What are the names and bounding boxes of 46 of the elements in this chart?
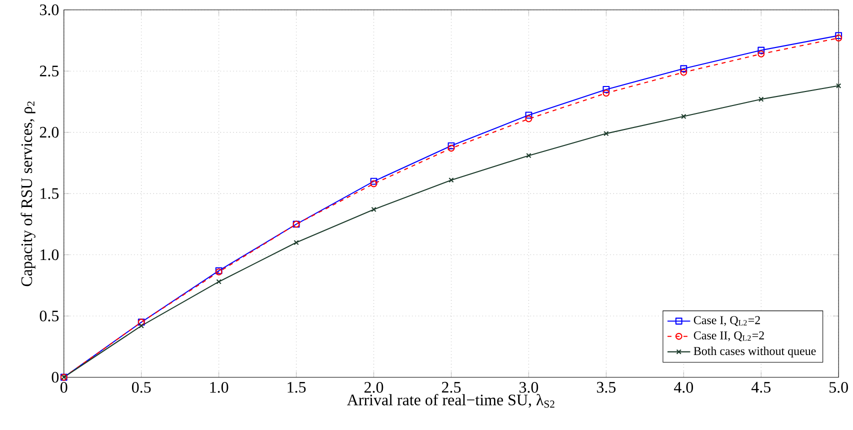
legend-label: Case I, Q$_{L2}$=2 [694, 316, 760, 326]
point [835, 34, 842, 42]
x-axis-title: Arrival rate of real−time SU, λ$_{S2}$ [347, 394, 554, 408]
x-tick-label: 2.0 [364, 382, 384, 393]
point [448, 144, 455, 152]
point [448, 177, 454, 182]
x-tick-label: 1.0 [210, 382, 228, 393]
point [525, 115, 532, 122]
point [758, 46, 765, 54]
x-tick-label: 3.0 [520, 382, 538, 393]
point [526, 152, 532, 158]
y-tick-label: 0 [52, 372, 59, 382]
point [602, 89, 610, 96]
x-tick-label: 5.0 [830, 382, 848, 393]
x-tick-label: 2.5 [442, 382, 461, 393]
legend-label: Case II, Q$_{L2}$=2 [694, 331, 764, 342]
y-tick-label: 1.0 [40, 249, 59, 260]
y-tick-label: 3.0 [40, 4, 59, 16]
x-tick-label: 0 [60, 382, 68, 392]
y-tick-label: 0.5 [40, 310, 59, 322]
point [835, 32, 842, 39]
point [758, 50, 765, 58]
point [138, 322, 144, 328]
point [448, 142, 455, 150]
point [602, 86, 610, 93]
point [681, 114, 686, 119]
point [680, 64, 688, 72]
point [525, 111, 532, 118]
point [371, 206, 376, 212]
y-axis-title: Capacity of RSU services, ρ$_{2}$ [20, 101, 36, 286]
y-tick-label: 2.5 [40, 65, 59, 76]
legend-label: Both cases without queue [694, 346, 816, 358]
point [370, 178, 378, 185]
point [758, 96, 764, 102]
x-tick-label: 1.5 [288, 382, 306, 392]
x-tick-label: 0.5 [132, 382, 151, 393]
point [680, 68, 688, 76]
point [216, 278, 222, 284]
point [370, 180, 378, 187]
x-tick-label: 4.0 [674, 382, 694, 393]
y-tick-label: 1.5 [40, 188, 59, 199]
x-tick-label: 3.5 [596, 382, 616, 393]
y-tick-label: 2.0 [40, 126, 59, 138]
point [294, 240, 299, 245]
point [604, 130, 609, 136]
x-tick-label: 4.5 [751, 382, 770, 392]
